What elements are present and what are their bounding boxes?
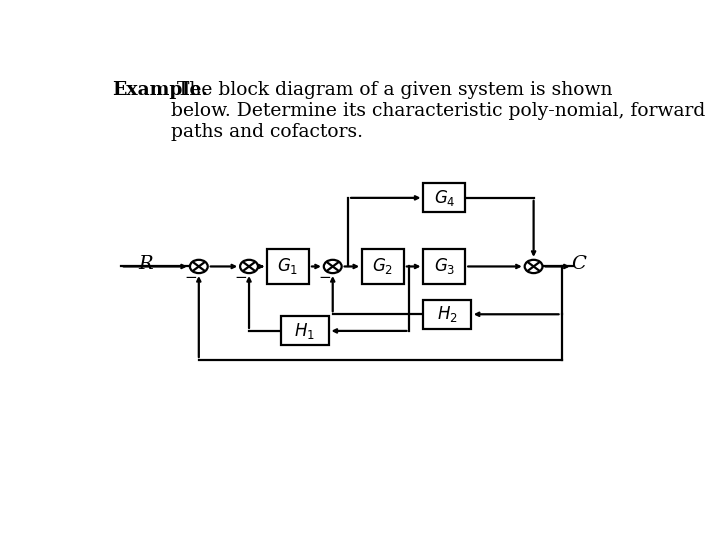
Text: $G_1$: $G_1$ bbox=[277, 256, 299, 276]
Text: The block diagram of a given system is shown
below. Determine its characteristic: The block diagram of a given system is s… bbox=[171, 82, 705, 141]
Text: R: R bbox=[138, 255, 153, 273]
Text: $H_2$: $H_2$ bbox=[437, 304, 457, 325]
Bar bbox=[267, 249, 309, 284]
Text: $G_3$: $G_3$ bbox=[433, 256, 455, 276]
Text: $H_1$: $H_1$ bbox=[294, 321, 315, 341]
Text: Example.: Example. bbox=[112, 82, 208, 99]
Bar bbox=[423, 183, 465, 212]
Bar bbox=[281, 316, 328, 346]
Text: −: − bbox=[184, 271, 197, 285]
Text: −: − bbox=[318, 271, 330, 285]
Bar bbox=[423, 249, 465, 284]
Text: $G_2$: $G_2$ bbox=[372, 256, 394, 276]
Text: C: C bbox=[571, 255, 585, 273]
Text: −: − bbox=[234, 271, 247, 285]
Bar bbox=[423, 300, 471, 329]
Bar bbox=[362, 249, 404, 284]
Text: $G_4$: $G_4$ bbox=[433, 188, 455, 208]
